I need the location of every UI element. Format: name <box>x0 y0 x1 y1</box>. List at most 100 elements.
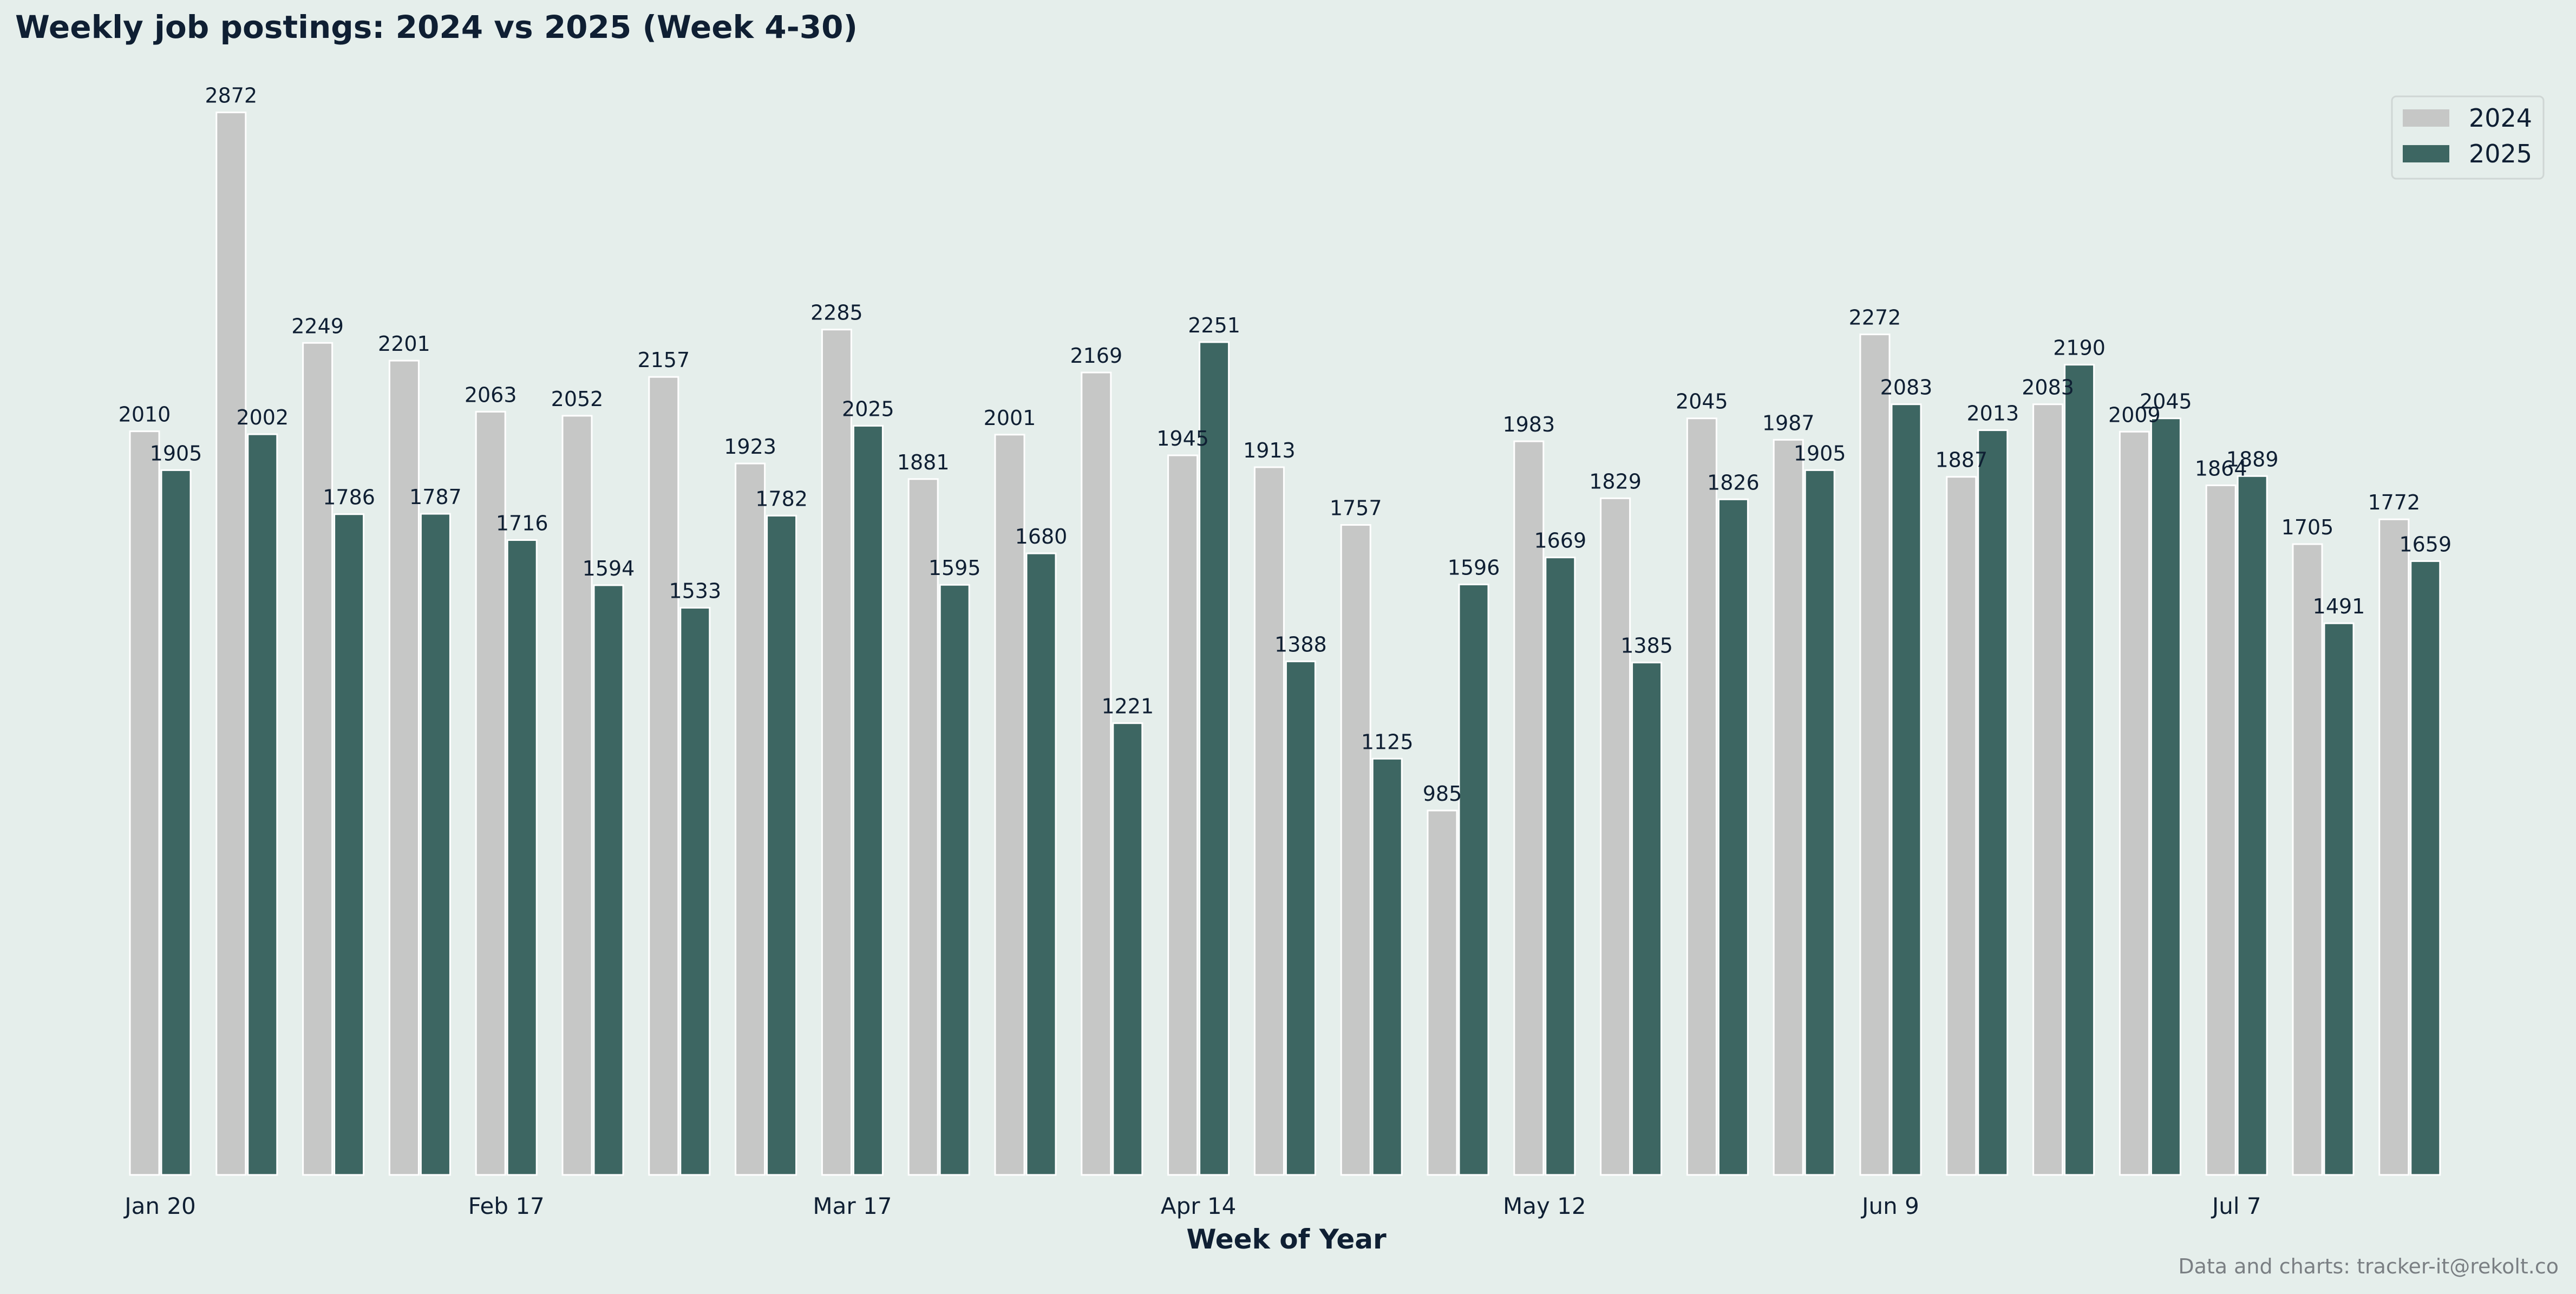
bar-label-2025-week-6: 1786 <box>323 486 375 509</box>
bar-2025-week-15 <box>1112 722 1143 1176</box>
bar-2024-week-14 <box>994 434 1025 1176</box>
bar-2024-week-24 <box>1859 334 1891 1176</box>
x-tick-label: Jan 20 <box>123 1193 196 1219</box>
bar-2024-week-23 <box>1773 439 1804 1176</box>
bar-2024-week-5 <box>215 112 247 1176</box>
bar-2024-week-21 <box>1600 497 1631 1176</box>
bar-label-2024-week-13: 1881 <box>897 450 950 474</box>
bar-2024-week-16 <box>1167 454 1199 1176</box>
bar-label-2024-week-19: 985 <box>1423 782 1462 806</box>
x-tick-label: Mar 17 <box>813 1193 892 1219</box>
bar-label-2024-week-21: 1829 <box>1589 469 1642 493</box>
bar-2024-week-7 <box>388 360 420 1176</box>
bar-label-2025-week-19: 1596 <box>1448 556 1500 580</box>
bar-2025-week-5 <box>247 433 278 1176</box>
bar-2025-week-19 <box>1458 584 1489 1176</box>
bar-label-2024-week-25: 1887 <box>1935 448 1987 472</box>
bar-label-2024-week-15: 2169 <box>1070 344 1122 368</box>
bar-label-2025-week-5: 2002 <box>236 406 289 429</box>
bar-label-2025-week-24: 2083 <box>1880 376 1933 400</box>
bar-2025-week-30 <box>2410 560 2441 1176</box>
bar-2025-week-14 <box>1025 552 1057 1176</box>
bar-2024-week-17 <box>1253 466 1285 1176</box>
bar-label-2024-week-7: 2201 <box>378 332 430 356</box>
bar-2025-week-27 <box>2150 417 2181 1176</box>
bar-label-2024-week-4: 2010 <box>119 403 171 427</box>
bar-label-2025-week-18: 1125 <box>1361 730 1414 754</box>
bar-label-2024-week-11: 1923 <box>724 435 776 459</box>
bar-2025-week-22 <box>1717 498 1749 1176</box>
bar-2025-week-18 <box>1371 757 1403 1176</box>
legend-swatch-2025 <box>2403 145 2449 162</box>
bar-2025-week-8 <box>506 539 538 1176</box>
bar-2024-week-30 <box>2378 518 2410 1176</box>
bar-2024-week-12 <box>821 329 852 1176</box>
bar-2025-week-12 <box>852 424 884 1176</box>
bar-label-2025-week-10: 1533 <box>669 579 721 603</box>
chart-title: Weekly job postings: 2024 vs 2025 (Week … <box>15 9 858 45</box>
bar-2025-week-29 <box>2323 622 2355 1176</box>
bar-2024-week-15 <box>1081 371 1112 1176</box>
bar-label-2025-week-21: 1385 <box>1620 634 1673 658</box>
bar-label-2024-week-17: 1913 <box>1243 439 1296 462</box>
bar-label-2024-week-6: 2249 <box>291 314 344 338</box>
bar-label-2024-week-16: 1945 <box>1156 427 1209 450</box>
bar-2025-week-13 <box>939 584 970 1176</box>
bar-2025-week-16 <box>1199 341 1230 1176</box>
bar-2025-week-24 <box>1891 403 1922 1176</box>
bar-2024-week-6 <box>302 342 334 1176</box>
x-tick-label: Feb 17 <box>468 1193 545 1219</box>
bar-label-2025-week-29: 1491 <box>2313 594 2365 618</box>
bar-label-2025-week-14: 1680 <box>1015 525 1068 548</box>
x-tick-label: Jul 7 <box>2211 1193 2261 1219</box>
bar-label-2025-week-9: 1594 <box>583 557 635 580</box>
x-tick-label: Apr 14 <box>1161 1193 1236 1219</box>
bar-2024-week-18 <box>1340 524 1371 1176</box>
bar-2024-week-19 <box>1427 809 1458 1176</box>
bar-2024-week-8 <box>475 410 506 1176</box>
bar-label-2025-week-20: 1669 <box>1534 529 1586 553</box>
legend-label-2024: 2024 <box>2469 103 2532 133</box>
bar-2025-week-20 <box>1545 557 1576 1176</box>
bar-2024-week-29 <box>2292 543 2323 1176</box>
bar-label-2024-week-20: 1983 <box>1502 413 1555 436</box>
bar-label-2025-week-15: 1221 <box>1101 695 1154 718</box>
bar-2025-week-25 <box>1977 429 2009 1176</box>
bar-2025-week-26 <box>2064 364 2095 1176</box>
bar-2025-week-6 <box>334 513 365 1176</box>
bar-label-2024-week-5: 2872 <box>205 84 257 108</box>
bar-label-2025-week-26: 2190 <box>2053 336 2106 360</box>
bar-label-2024-week-10: 2157 <box>637 348 690 372</box>
bar-label-2025-week-30: 1659 <box>2399 532 2451 556</box>
credit-text: Data and charts: tracker-it@rekolt.co <box>2178 1254 2559 1278</box>
bar-label-2024-week-29: 1705 <box>2281 515 2334 539</box>
bars-group <box>129 112 2441 1176</box>
bar-label-2024-week-9: 2052 <box>551 387 604 411</box>
bar-2024-week-4 <box>129 430 160 1176</box>
bar-2025-week-28 <box>2237 475 2268 1176</box>
bar-label-2025-week-16: 2251 <box>1188 313 1240 337</box>
bar-label-2025-week-11: 1782 <box>755 487 808 511</box>
bar-label-2025-week-28: 1889 <box>2226 447 2279 471</box>
bar-label-2025-week-27: 2045 <box>2140 390 2192 414</box>
bar-label-2024-week-23: 1987 <box>1762 411 1815 435</box>
x-axis-ticks: Jan 20 Feb 17 Mar 17 Apr 14 May 12 Jun 9 Jul 7 <box>123 1193 2261 1219</box>
bar-label-2025-week-22: 1826 <box>1707 470 1760 494</box>
bar-label-2025-week-7: 1787 <box>409 485 462 509</box>
bar-2025-week-7 <box>420 513 451 1176</box>
bar-label-2025-week-8: 1716 <box>496 512 548 535</box>
bar-2024-week-13 <box>907 478 939 1176</box>
bar-2024-week-11 <box>735 462 766 1176</box>
bar-label-2025-week-12: 2025 <box>842 397 894 421</box>
bar-2024-week-28 <box>2205 484 2237 1176</box>
bar-label-2025-week-13: 1595 <box>929 556 981 580</box>
bar-2025-week-21 <box>1631 662 1663 1176</box>
bar-label-2024-week-26: 2083 <box>2022 376 2074 400</box>
bar-label-2024-week-22: 2045 <box>1676 390 1728 414</box>
bar-label-2024-week-12: 2285 <box>810 301 863 325</box>
x-axis-title: Week of Year <box>1186 1224 1387 1255</box>
bar-2025-week-23 <box>1804 469 1835 1176</box>
bar-label-2024-week-14: 2001 <box>984 406 1036 430</box>
bar-label-2024-week-30: 1772 <box>2368 491 2420 514</box>
